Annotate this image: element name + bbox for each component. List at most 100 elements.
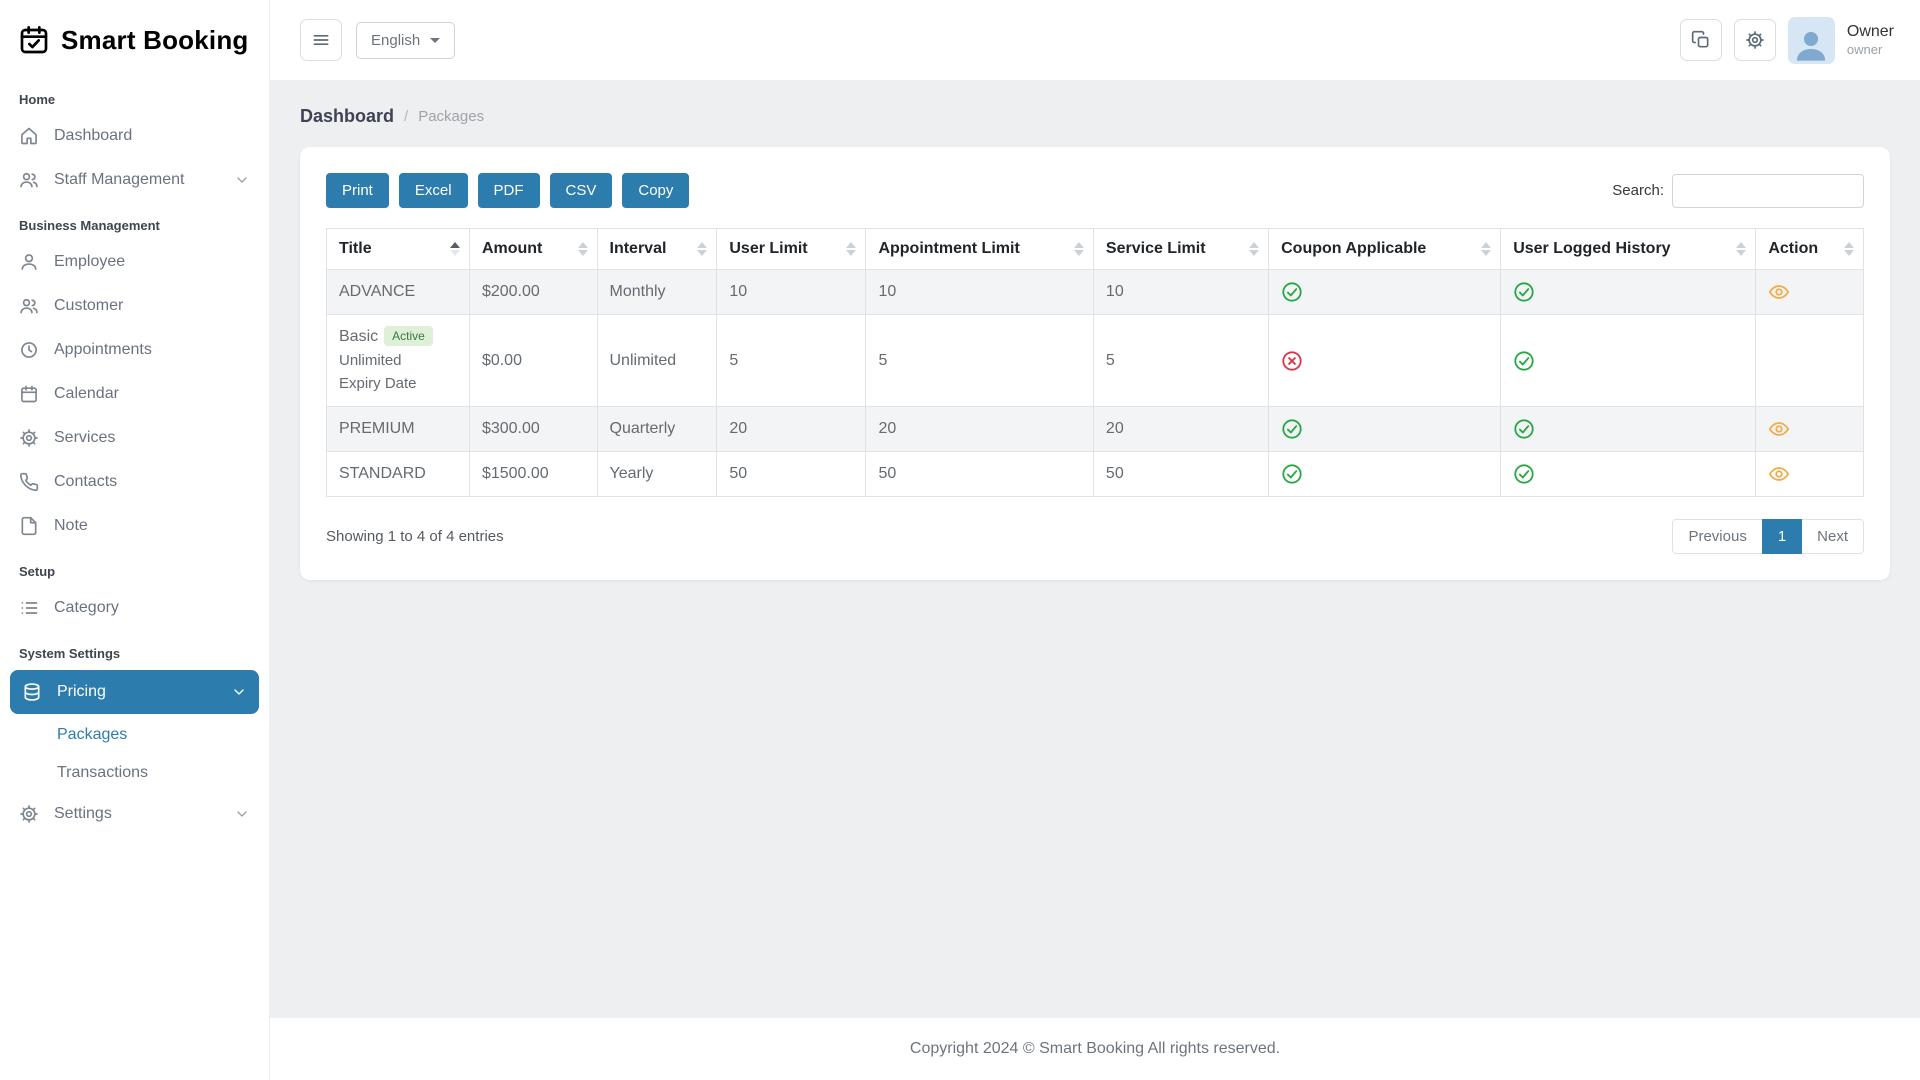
page-footer: Copyright 2024 © Smart Booking All right… xyxy=(270,1018,1920,1080)
sidebar-section-system-settings: System Settings xyxy=(19,646,121,661)
column-header-service-limit[interactable]: Service Limit xyxy=(1092,228,1270,270)
breadcrumb-separator: / xyxy=(404,108,409,125)
cell-appointment-limit: 10 xyxy=(865,269,1094,315)
view-button[interactable] xyxy=(1768,418,1790,440)
sidebar-toggle-button[interactable] xyxy=(300,19,342,61)
copyright-text: Copyright 2024 © Smart Booking All right… xyxy=(909,1040,1281,1057)
check-circle-icon xyxy=(1513,350,1535,372)
sidebar-item-settings[interactable]: Settings xyxy=(0,792,269,836)
x-circle-icon xyxy=(1281,350,1303,372)
copy-icon xyxy=(1691,30,1711,50)
sort-icons xyxy=(1249,242,1260,256)
cell-user-limit: 20 xyxy=(716,406,867,452)
cell-action xyxy=(1755,269,1864,315)
sidebar-item-label: Dashboard xyxy=(54,127,133,144)
table-row: STANDARD $1500.00 Yearly 50 50 50 xyxy=(326,451,1864,497)
sidebar-item-staff-management[interactable]: Staff Management xyxy=(0,158,269,202)
cell-amount: $1500.00 xyxy=(468,451,598,497)
avatar[interactable] xyxy=(1787,16,1835,64)
search-label: Search: xyxy=(1612,182,1664,199)
services-icon xyxy=(19,428,39,448)
cell-coupon-applicable xyxy=(1268,451,1502,497)
sidebar-item-contacts[interactable]: Contacts xyxy=(0,460,269,504)
sidebar-item-note[interactable]: Note xyxy=(0,504,269,548)
settings-button[interactable] xyxy=(1733,19,1776,61)
column-header-action[interactable]: Action xyxy=(1755,228,1864,270)
excel-button[interactable]: Excel xyxy=(398,173,468,208)
cell-interval: Quarterly xyxy=(596,406,718,452)
entries-info: Showing 1 to 4 of 4 entries xyxy=(326,528,504,545)
check-circle-icon xyxy=(1513,463,1535,485)
check-circle-icon xyxy=(1513,281,1535,303)
sort-icons xyxy=(1844,242,1854,256)
sidebar-subitem-transactions[interactable]: Transactions xyxy=(57,764,148,781)
breadcrumb-dashboard[interactable]: Dashboard xyxy=(300,106,395,126)
main-area: English Owner owner Dashboard / Packages xyxy=(270,0,1920,1080)
cell-user-logged-history xyxy=(1500,269,1757,315)
sidebar-item-pricing[interactable]: Pricing xyxy=(10,670,259,714)
sidebar-section-setup: Setup xyxy=(19,564,56,579)
view-button[interactable] xyxy=(1768,281,1790,303)
sidebar-item-appointments[interactable]: Appointments xyxy=(0,328,269,372)
column-label: Interval xyxy=(609,240,667,257)
copy-button[interactable]: Copy xyxy=(622,173,690,208)
check-circle-icon xyxy=(1281,463,1303,485)
eye-icon xyxy=(1768,281,1790,303)
column-header-user-limit[interactable]: User Limit xyxy=(716,228,867,270)
language-dropdown[interactable]: English xyxy=(356,21,456,59)
export-buttons: Print Excel PDF CSV Copy xyxy=(326,173,690,208)
column-header-coupon-applicable[interactable]: Coupon Applicable xyxy=(1268,228,1502,270)
sidebar-subitem-packages[interactable]: Packages xyxy=(57,726,128,743)
sidebar-item-services[interactable]: Services xyxy=(0,416,269,460)
user-meta: Owner owner xyxy=(1847,22,1894,58)
table-footer: Showing 1 to 4 of 4 entries Previous 1 N… xyxy=(326,519,1864,554)
packages-card: Print Excel PDF CSV Copy Search: xyxy=(300,147,1890,580)
clone-button[interactable] xyxy=(1679,19,1722,61)
sidebar-item-dashboard[interactable]: Dashboard xyxy=(0,114,269,158)
person-icon xyxy=(1791,24,1831,64)
sidebar-item-label: Services xyxy=(54,429,116,446)
pdf-button[interactable]: PDF xyxy=(477,173,540,208)
pagination-next[interactable]: Next xyxy=(1801,519,1864,554)
pagination-previous[interactable]: Previous xyxy=(1672,519,1763,554)
sidebar-item-customer[interactable]: Customer xyxy=(0,284,269,328)
cell-action xyxy=(1755,406,1864,452)
sort-icons xyxy=(577,242,588,256)
column-header-appointment-limit[interactable]: Appointment Limit xyxy=(865,228,1094,270)
column-header-interval[interactable]: Interval xyxy=(596,228,718,270)
sidebar-item-calendar[interactable]: Calendar xyxy=(0,372,269,416)
cell-coupon-applicable xyxy=(1268,406,1502,452)
table-header-row: Title Amount Interval User Limit Appoint… xyxy=(326,228,1864,270)
view-button[interactable] xyxy=(1768,463,1790,485)
sidebar-item-label: Customer xyxy=(54,297,124,314)
topbar: English Owner owner xyxy=(270,0,1920,80)
csv-button[interactable]: CSV xyxy=(549,173,613,208)
cell-appointment-limit: 20 xyxy=(865,406,1094,452)
column-header-user-logged-history[interactable]: User Logged History xyxy=(1500,228,1757,270)
category-icon xyxy=(19,598,39,618)
cell-coupon-applicable xyxy=(1268,314,1502,407)
print-button[interactable]: Print xyxy=(326,173,389,208)
language-value: English xyxy=(371,31,421,49)
brand-name: Smart Booking xyxy=(61,24,249,55)
pagination-page-1[interactable]: 1 xyxy=(1761,519,1803,554)
cell-service-limit: 20 xyxy=(1092,406,1270,452)
column-header-amount[interactable]: Amount xyxy=(468,228,598,270)
cell-user-limit: 10 xyxy=(716,269,867,315)
title-line: Basic Active xyxy=(339,326,457,346)
sidebar-item-category[interactable]: Category xyxy=(0,586,269,630)
sidebar-item-employee[interactable]: Employee xyxy=(0,240,269,284)
hamburger-icon xyxy=(311,30,331,50)
cell-title: Basic Active Unlimited Expiry Date xyxy=(326,314,470,407)
sidebar-item-label: Settings xyxy=(54,805,112,822)
cell-user-logged-history xyxy=(1500,314,1757,407)
sidebar-item-label: Calendar xyxy=(54,385,119,402)
cell-service-limit: 5 xyxy=(1092,314,1270,407)
table-row: PREMIUM $300.00 Quarterly 20 20 20 xyxy=(326,406,1864,452)
cell-user-logged-history xyxy=(1500,451,1757,497)
column-header-title[interactable]: Title xyxy=(326,228,470,270)
sort-icons xyxy=(697,242,708,256)
search-input[interactable] xyxy=(1672,173,1864,208)
brand-logo[interactable]: Smart Booking xyxy=(0,0,269,76)
cell-interval: Yearly xyxy=(596,451,718,497)
